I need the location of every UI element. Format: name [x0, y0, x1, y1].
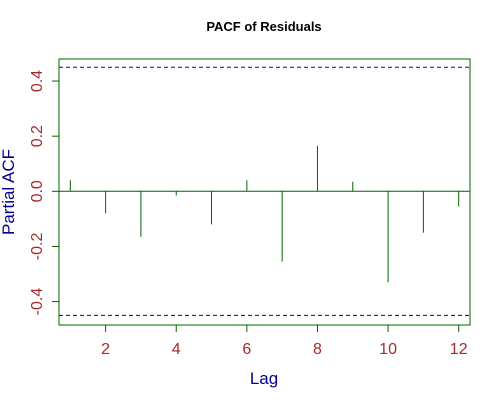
- x-tick-label: 4: [172, 341, 181, 358]
- y-tick-label: 0.4: [29, 70, 46, 92]
- pacf-bars: [69, 145, 460, 283]
- y-tick-label: 0.2: [29, 125, 46, 147]
- x-tick-label: 6: [242, 341, 251, 358]
- chart-title: PACF of Residuals: [206, 19, 321, 34]
- x-tick-label: 10: [379, 341, 397, 358]
- y-tick-label: -0.4: [29, 288, 46, 316]
- y-axis: -0.4 -0.2 0.0 0.2 0.4: [29, 70, 59, 316]
- plot-frame: [58, 58, 471, 326]
- x-tick-label: 2: [101, 341, 110, 358]
- x-axis: 2 4 6 8 10 12: [101, 325, 468, 358]
- y-tick-label: 0.0: [29, 180, 46, 202]
- x-axis-label: Lag: [250, 369, 278, 388]
- x-tick-label: 12: [450, 341, 468, 358]
- y-tick-label: -0.2: [29, 233, 46, 261]
- confidence-bounds: [59, 66, 470, 316]
- y-axis-label: Partial ACF: [0, 149, 18, 235]
- x-tick-label: 8: [313, 341, 322, 358]
